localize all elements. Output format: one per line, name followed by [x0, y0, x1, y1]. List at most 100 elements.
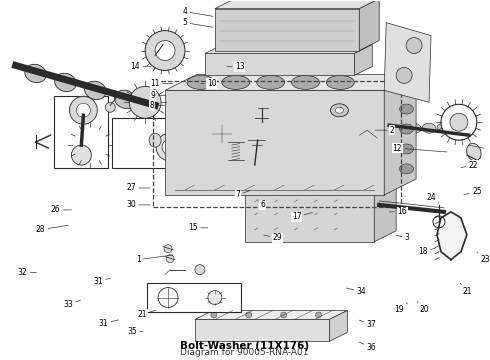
Polygon shape [384, 23, 431, 102]
Polygon shape [205, 45, 372, 54]
FancyBboxPatch shape [147, 283, 241, 312]
Ellipse shape [392, 123, 406, 133]
Ellipse shape [330, 104, 348, 117]
Ellipse shape [187, 75, 215, 89]
Ellipse shape [292, 75, 319, 89]
Circle shape [105, 102, 115, 112]
Polygon shape [215, 9, 359, 50]
Text: 4: 4 [183, 7, 213, 16]
Text: 23: 23 [477, 252, 490, 264]
Ellipse shape [331, 87, 345, 94]
Ellipse shape [312, 130, 338, 156]
Polygon shape [329, 310, 347, 341]
Circle shape [76, 103, 90, 117]
Ellipse shape [156, 133, 184, 161]
Text: 5: 5 [183, 18, 213, 27]
Text: 28: 28 [36, 225, 69, 234]
Text: 21: 21 [137, 310, 156, 319]
Text: 35: 35 [127, 327, 143, 336]
Ellipse shape [85, 81, 106, 99]
Text: 19: 19 [394, 303, 408, 314]
Polygon shape [354, 45, 372, 75]
Text: 3: 3 [396, 233, 410, 242]
Text: 14: 14 [130, 62, 151, 71]
Text: 22: 22 [461, 161, 478, 170]
Circle shape [150, 53, 160, 62]
Ellipse shape [162, 139, 178, 155]
Text: 12: 12 [392, 144, 447, 153]
Polygon shape [195, 310, 347, 319]
Text: 8: 8 [150, 101, 165, 110]
Ellipse shape [399, 144, 414, 154]
Text: 6: 6 [258, 200, 265, 210]
Circle shape [73, 127, 108, 163]
Text: 13: 13 [227, 62, 245, 71]
Text: 2: 2 [375, 126, 394, 135]
Ellipse shape [287, 177, 304, 186]
Ellipse shape [337, 177, 354, 186]
Ellipse shape [437, 123, 451, 133]
Circle shape [208, 291, 222, 305]
Polygon shape [359, 0, 379, 50]
Text: 29: 29 [264, 233, 282, 242]
Ellipse shape [55, 73, 76, 91]
Circle shape [195, 265, 205, 275]
Ellipse shape [452, 123, 466, 133]
Text: 10: 10 [201, 79, 217, 88]
Text: 33: 33 [64, 300, 80, 309]
Ellipse shape [422, 123, 436, 133]
Text: 16: 16 [389, 207, 407, 216]
Ellipse shape [399, 104, 414, 114]
Circle shape [72, 145, 91, 165]
Text: 18: 18 [418, 247, 435, 256]
Polygon shape [384, 75, 416, 195]
Polygon shape [205, 54, 354, 75]
Text: 31: 31 [94, 277, 110, 286]
Circle shape [433, 216, 445, 228]
Ellipse shape [257, 75, 285, 89]
Text: 26: 26 [50, 206, 72, 215]
Polygon shape [374, 176, 396, 242]
Ellipse shape [149, 133, 161, 147]
Text: 21: 21 [460, 283, 472, 296]
Circle shape [158, 288, 178, 307]
FancyBboxPatch shape [54, 96, 108, 168]
Ellipse shape [287, 87, 300, 94]
Ellipse shape [312, 177, 329, 186]
Circle shape [166, 255, 174, 263]
Ellipse shape [25, 64, 47, 82]
Ellipse shape [326, 75, 354, 89]
Text: 11: 11 [150, 79, 173, 88]
Circle shape [406, 37, 422, 54]
Text: 1: 1 [136, 255, 173, 264]
Circle shape [441, 104, 477, 140]
Polygon shape [165, 75, 416, 90]
Ellipse shape [335, 107, 343, 113]
Text: 24: 24 [426, 193, 439, 203]
Text: 30: 30 [126, 201, 150, 210]
Polygon shape [245, 176, 396, 187]
Ellipse shape [310, 87, 323, 94]
Circle shape [316, 312, 321, 318]
Circle shape [155, 41, 175, 60]
Text: 7: 7 [235, 190, 250, 199]
Ellipse shape [354, 87, 368, 94]
Circle shape [281, 312, 287, 318]
Text: Bolt-Washer (11X176): Bolt-Washer (11X176) [180, 341, 309, 351]
Ellipse shape [357, 136, 377, 158]
Text: 9: 9 [150, 91, 166, 100]
Polygon shape [437, 212, 467, 260]
Circle shape [70, 96, 98, 124]
Ellipse shape [407, 123, 421, 133]
Ellipse shape [115, 90, 136, 108]
Text: 15: 15 [188, 223, 208, 232]
Ellipse shape [466, 143, 481, 161]
Text: 17: 17 [292, 212, 313, 221]
Circle shape [129, 86, 161, 118]
Polygon shape [215, 0, 379, 9]
Text: Diagram for 90005-RNA-A01: Diagram for 90005-RNA-A01 [180, 348, 309, 357]
Ellipse shape [399, 164, 414, 174]
Circle shape [81, 136, 99, 154]
Text: 34: 34 [346, 287, 366, 296]
Circle shape [396, 67, 412, 84]
